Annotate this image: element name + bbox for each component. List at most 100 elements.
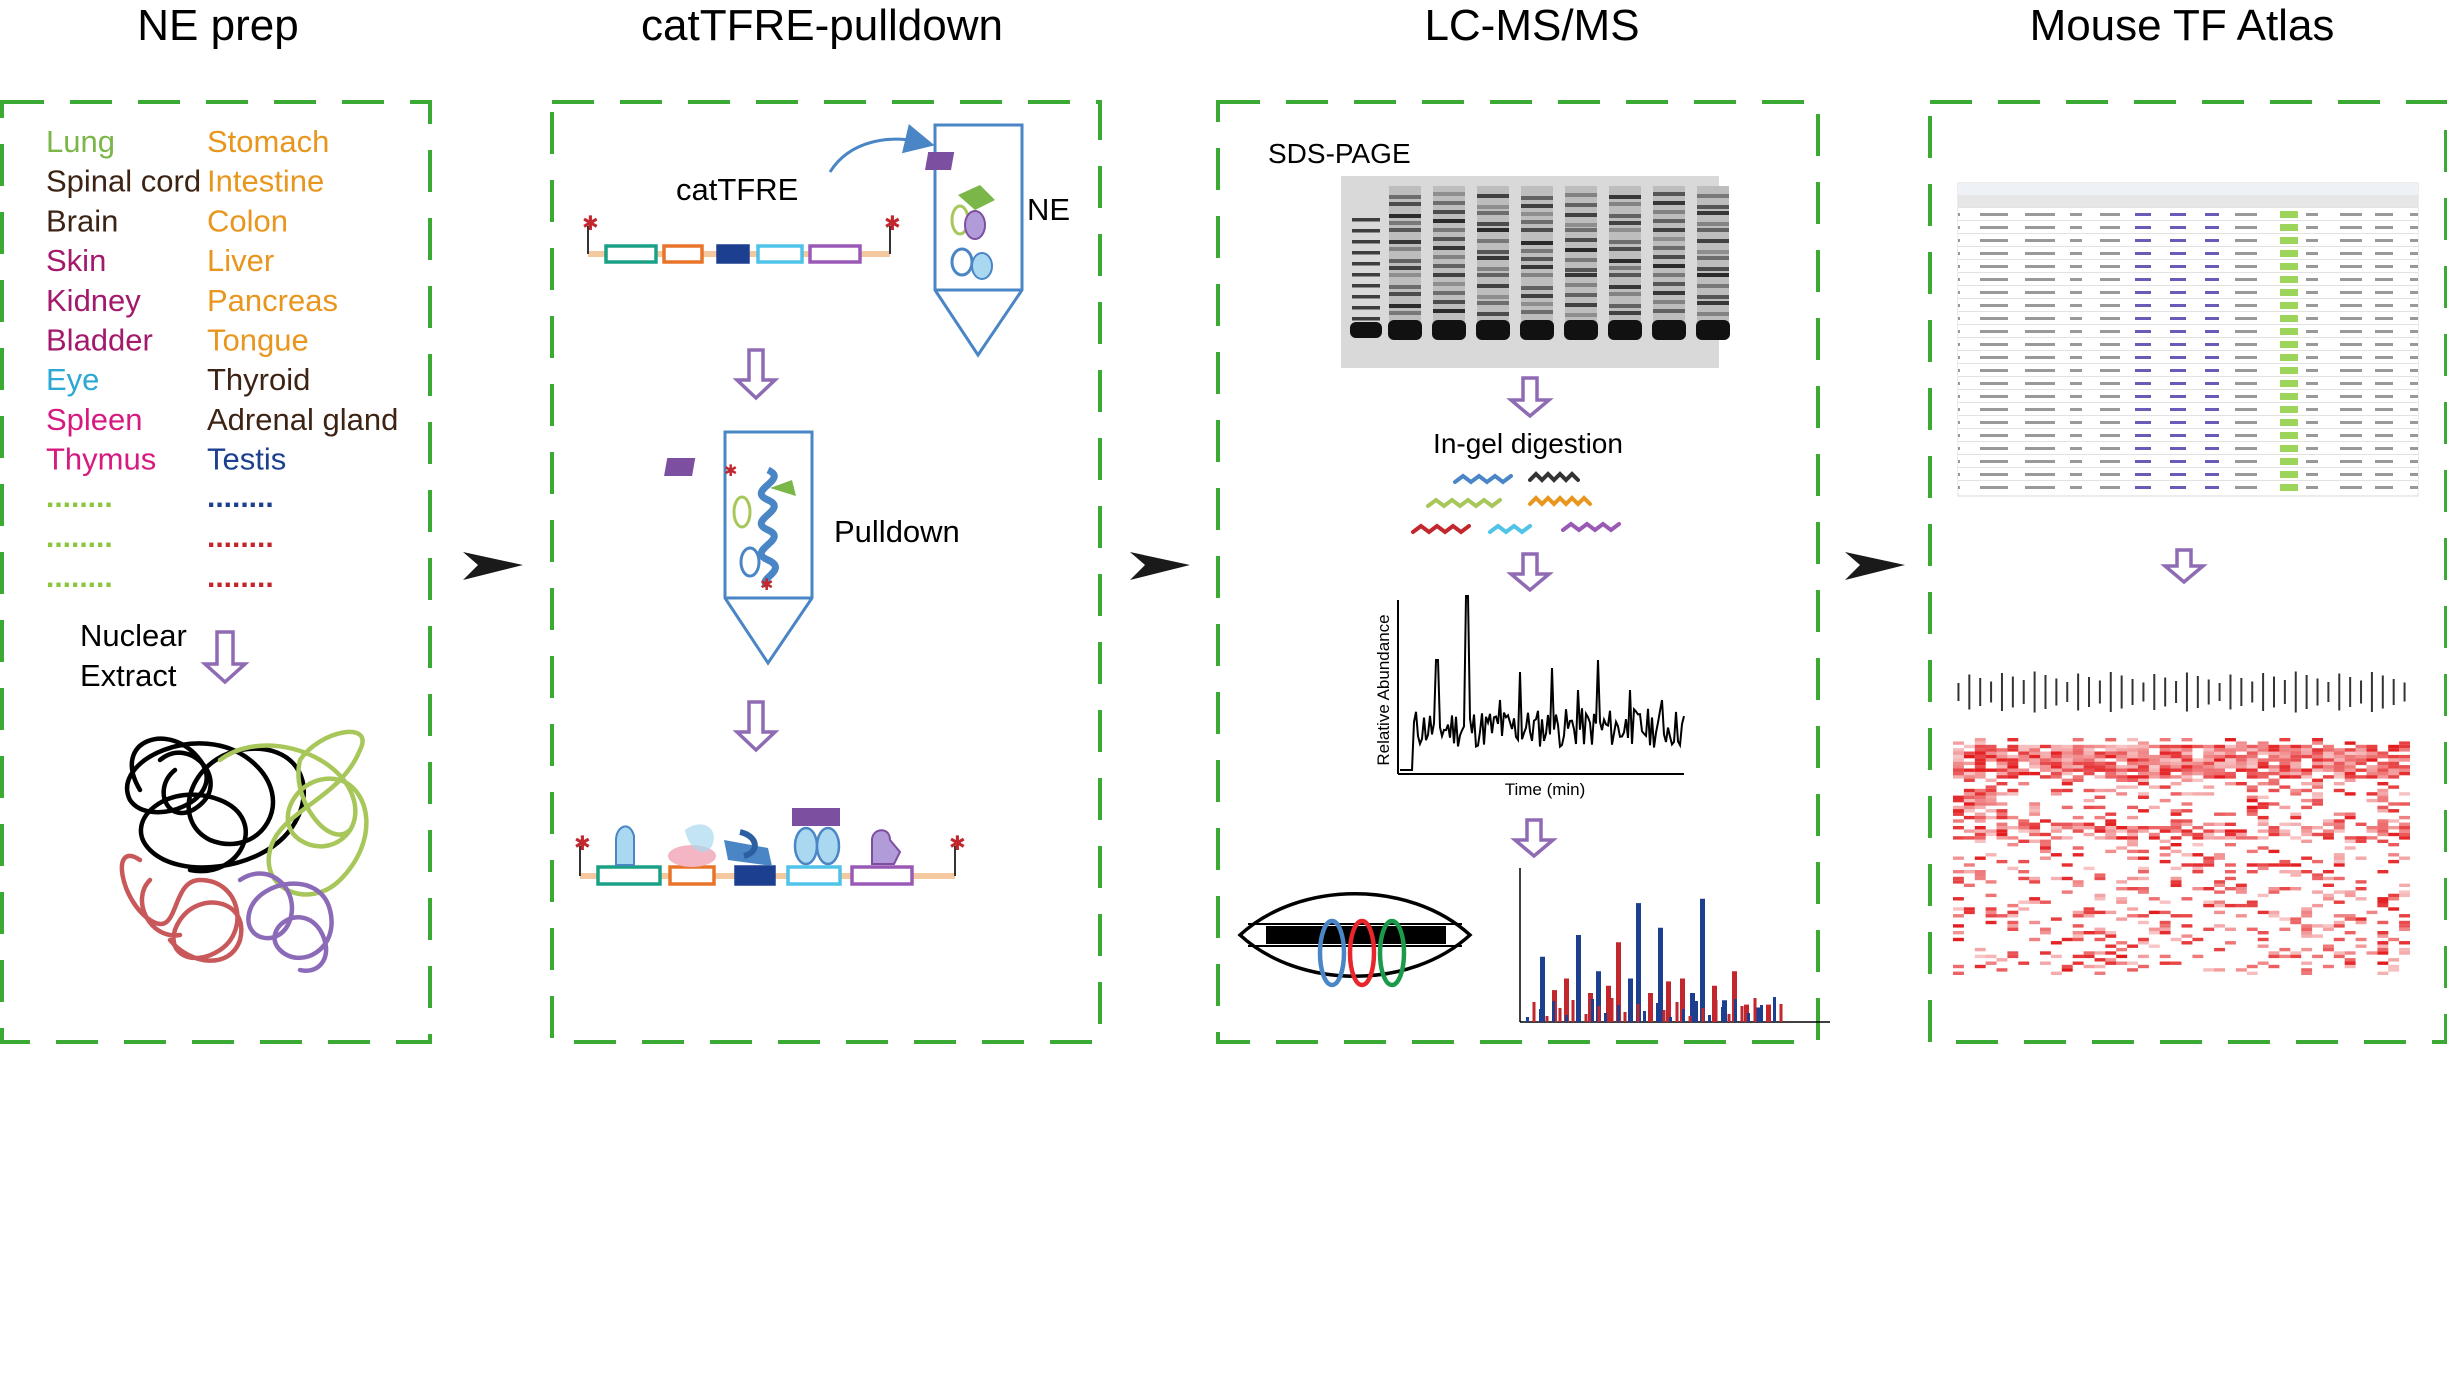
gel-band <box>1697 239 1729 243</box>
heatmap-cell <box>2094 897 2106 901</box>
heatmap-cell <box>2214 836 2225 840</box>
heatmap-cell <box>2257 782 2269 786</box>
heatmap-cell <box>1985 829 1997 833</box>
heatmap-cell <box>2344 771 2356 776</box>
spectrum-peak <box>1540 956 1545 1022</box>
heatmap-cell <box>2094 761 2106 766</box>
heatmap-cell <box>2007 920 2019 925</box>
heatmap-cell <box>2159 853 2171 857</box>
heatmap-cell <box>2116 775 2128 779</box>
svg-text:✱: ✱ <box>949 833 966 855</box>
gel-band <box>1653 201 1685 205</box>
heatmap-cell <box>1974 788 1986 793</box>
heatmap-cell <box>2355 744 2367 749</box>
heatmap-cell <box>2159 748 2171 752</box>
gel-band <box>1477 194 1509 198</box>
heatmap-cell <box>2246 785 2258 789</box>
gel-band <box>1389 195 1421 199</box>
heatmap-cell <box>2029 802 2041 806</box>
heatmap-cell <box>1985 768 1997 772</box>
heatmap-cell <box>2290 758 2302 762</box>
heatmap-column-label <box>2185 672 2188 712</box>
heatmap-cell <box>2083 910 2095 915</box>
heatmap-cell <box>2225 765 2236 769</box>
gel-band <box>1477 228 1509 232</box>
cattfre-label: catTFRE <box>676 172 798 207</box>
heatmap-cell <box>1985 893 1997 898</box>
heatmap-cell <box>2127 748 2138 752</box>
heatmap-cell <box>2301 775 2313 779</box>
heatmap-cell <box>1963 809 1975 813</box>
heatmap-cell <box>2323 927 2334 931</box>
heatmap-cell <box>2181 792 2193 796</box>
heatmap-cell <box>2366 748 2378 752</box>
heatmap-cell <box>2170 822 2182 826</box>
heatmap-cell <box>2159 924 2171 928</box>
gel-band <box>1609 214 1641 218</box>
heatmap-cell <box>2257 761 2269 766</box>
heatmap-cell <box>1974 741 1986 745</box>
heatmap-cell <box>2268 826 2280 830</box>
heatmap-cell <box>2399 947 2410 952</box>
heatmap-cell <box>2203 751 2215 755</box>
heatmap-cell <box>2377 839 2389 843</box>
heatmap-cell <box>2268 758 2280 762</box>
heatmap-cell <box>2159 744 2171 749</box>
heatmap-cell <box>2214 751 2225 755</box>
heatmap-cell <box>2388 832 2400 837</box>
heatmap-cell <box>2225 863 2236 867</box>
panel-border-atlas <box>1928 100 2447 1044</box>
spectrum-peak-minor <box>1545 1016 1549 1022</box>
heatmap-cell <box>2007 866 2019 871</box>
heatmap-cell <box>2116 900 2128 904</box>
heatmap-cell <box>2257 802 2269 806</box>
heatmap-cell <box>2170 744 2182 749</box>
gel-ladder-band <box>1352 273 1380 277</box>
heatmap-cell <box>2127 914 2138 918</box>
down-arrow-lcms-2 <box>1506 552 1554 593</box>
gel-band-main <box>1696 320 1730 340</box>
gel-ladder-band <box>1352 295 1380 299</box>
gel-band <box>1433 210 1465 214</box>
heatmap-cell <box>2246 805 2258 810</box>
heatmap-cell <box>2333 754 2345 759</box>
heatmap-cell <box>2192 768 2204 772</box>
spectrum-peak <box>1658 927 1663 1022</box>
heatmap-cell <box>2072 829 2084 833</box>
heatmap-cell <box>2301 961 2313 965</box>
heatmap-cell <box>2040 839 2051 843</box>
heatmap-cell <box>2344 961 2356 965</box>
heatmap-cell <box>2138 751 2149 755</box>
heatmap-cell <box>2127 785 2138 789</box>
heatmap-cell <box>1974 751 1986 755</box>
heatmap-cell <box>2388 765 2400 769</box>
gel-band <box>1565 203 1597 207</box>
heatmap-cell <box>2225 744 2236 749</box>
heatmap-cell <box>1963 754 1975 759</box>
tissue-label-left-2: Brain <box>46 203 118 238</box>
heatmap-cell <box>2105 826 2117 830</box>
spectrum-peak-minor <box>1675 1002 1679 1022</box>
heatmap-cell <box>2007 771 2019 776</box>
heatmap-cell <box>1985 920 1997 925</box>
heatmap-cell <box>2094 826 2106 830</box>
heatmap-column-label <box>2349 677 2352 707</box>
heatmap-cell <box>2170 758 2182 762</box>
heatmap-cell <box>2148 744 2160 749</box>
heatmap-cell <box>2094 876 2106 881</box>
spectrum-peak <box>1690 993 1695 1022</box>
heatmap-cell <box>2301 910 2313 915</box>
svg-text:✱: ✱ <box>582 213 599 235</box>
heatmap-cell <box>2399 771 2410 776</box>
heatmap-cell <box>1963 805 1975 810</box>
heatmap-cell <box>2257 961 2269 965</box>
spectrum-peak <box>1756 1007 1761 1022</box>
heatmap-cell <box>2323 775 2334 779</box>
heatmap-cell <box>2061 778 2073 782</box>
heatmap-cell <box>2007 775 2019 779</box>
heatmap-cell <box>2333 775 2345 779</box>
heatmap-cell <box>2127 751 2138 755</box>
heatmap-cell <box>2159 900 2171 904</box>
heatmap-cell <box>2138 964 2149 969</box>
heatmap-cell <box>2257 748 2269 752</box>
